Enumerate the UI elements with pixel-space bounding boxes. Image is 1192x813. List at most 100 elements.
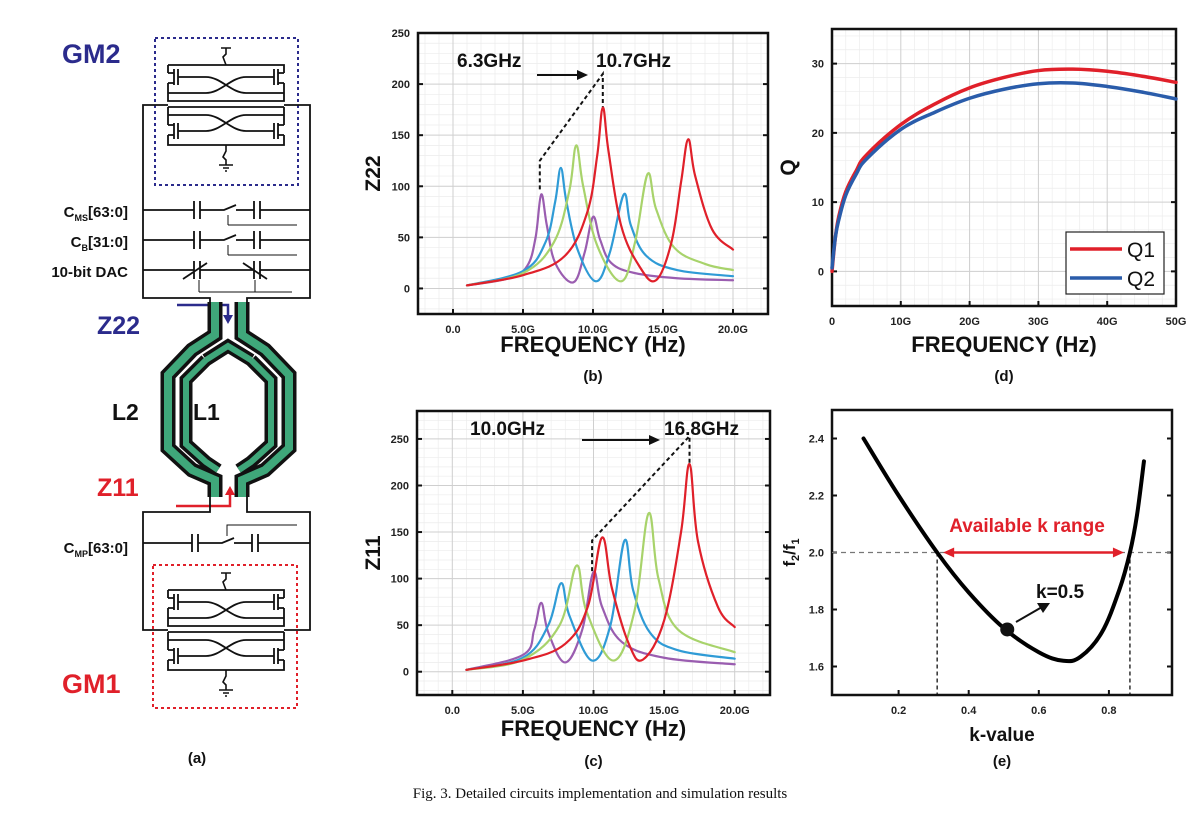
series-line-2	[830, 80, 1178, 270]
z11-arrow	[176, 494, 232, 508]
inductor-coils	[160, 302, 297, 497]
gm1-label: GM1	[62, 669, 121, 699]
y-tick-label: 50	[397, 620, 409, 632]
y-tick-label: 0	[404, 283, 410, 295]
y-tick-label: 250	[392, 28, 410, 40]
cb-label: CB[31:0]	[71, 234, 128, 253]
x-tick-label: 30G	[1028, 316, 1049, 328]
x-tick-label: 5.0G	[511, 705, 535, 717]
y-tick-label: 150	[392, 130, 410, 142]
y-tick-label: 200	[392, 79, 410, 91]
x-tick-label: 10.0G	[579, 705, 609, 717]
x-tick-label: 15.0G	[648, 324, 678, 336]
series-line-1	[465, 193, 735, 287]
gm1-cross-coupled-pair	[167, 572, 285, 697]
l1-label: L1	[193, 399, 220, 425]
legend-box	[1065, 231, 1165, 295]
gm2-label: GM2	[62, 39, 121, 69]
y-tick-label: 150	[391, 527, 409, 539]
chart-k-value: 0.2 0.4 0.6 0.8 1.6 1.8 2.0 2.2 2.4 k=0.5 Availabl…	[780, 408, 1174, 770]
x-tick-label: 20.0G	[720, 705, 750, 717]
x-axis-label: FREQUENCY (Hz)	[500, 332, 685, 357]
gm2-cross-coupled-pair	[167, 47, 285, 172]
y-tick-label: 20	[812, 128, 824, 140]
z11-arrowhead	[225, 486, 235, 495]
z22-arrowhead	[223, 315, 233, 324]
y-tick-label: 2.2	[809, 491, 824, 503]
x-axis-label: FREQUENCY (Hz)	[911, 332, 1096, 357]
cap-bank-rows	[143, 201, 310, 293]
series-line-2	[465, 538, 736, 671]
x-tick-label: 0.0	[445, 324, 460, 336]
peak-shift-guide	[538, 70, 604, 190]
cmp-cap-row	[143, 524, 310, 552]
x-tick-label: 0	[829, 316, 835, 328]
chart-z22: 0.0 5.0G 10.0G 15.0G 20.0G 0 50 100 150 200 250 6.3…	[362, 28, 770, 385]
y-tick-label: 50	[398, 232, 410, 244]
plot-frame	[830, 27, 1178, 308]
x-tick-label: 5.0G	[511, 324, 535, 336]
panel-label: (c)	[584, 753, 602, 770]
y-tick-label: 200	[391, 480, 409, 492]
x-tick-label: 20G	[959, 316, 980, 328]
k-marker-arrow	[1015, 606, 1043, 623]
panel-label: (b)	[583, 368, 602, 385]
cmp-label: CMP[63:0]	[64, 540, 128, 559]
annotation-end-freq: 10.7GHz	[596, 51, 671, 72]
y-tick-label: 10	[812, 197, 824, 209]
range-arrowhead-left	[943, 547, 955, 558]
l2-label: L2	[112, 399, 139, 425]
y-tick-label: 1.6	[809, 662, 824, 674]
x-tick-label: 0.2	[891, 705, 906, 717]
figure-caption: Fig. 3. Detailed circuits implementation…	[413, 786, 788, 802]
y-tick-label: 0	[403, 667, 409, 679]
series-line-3	[465, 512, 736, 671]
z22-arrow	[177, 303, 230, 316]
range-label: Available k range	[949, 516, 1105, 537]
y-axis-label-subscript: 1	[790, 538, 802, 544]
x-tick-label: 0.8	[1101, 705, 1116, 717]
legend-label-Q1: Q1	[1127, 239, 1155, 262]
x-axis-label: FREQUENCY (Hz)	[501, 716, 686, 741]
legend-label-Q2: Q2	[1127, 268, 1155, 291]
y-tick-label: 2.0	[809, 548, 824, 560]
x-tick-label: 0.6	[1031, 705, 1046, 717]
y-tick-label: 100	[392, 181, 410, 193]
circuit-schematic: GM2 CMS[63:0] CB[31:0] 10-bit DAC Z22 L2	[51, 37, 311, 767]
y-axis-label: Z22	[362, 155, 385, 191]
z22-label: Z22	[97, 312, 140, 340]
series-line-1	[861, 436, 1146, 664]
y-axis-label: Z11	[362, 535, 385, 570]
y-tick-label: 30	[812, 59, 824, 71]
z11-label: Z11	[97, 474, 139, 502]
k-marker-label: k=0.5	[1036, 582, 1085, 603]
series-line-2	[465, 166, 735, 287]
chart-q: 0 10G 20G 30G 40G 50G 0 10 20 30 Q1 Q2 FREQUENCY (Hz…	[777, 27, 1187, 385]
panel-label-a: (a)	[188, 750, 206, 767]
x-tick-label: 10G	[890, 316, 911, 328]
annotation-end-freq: 16.8GHz	[664, 419, 739, 440]
x-tick-label: 20.0G	[718, 324, 748, 336]
gm2-box	[154, 37, 299, 186]
y-tick-label: 1.8	[809, 605, 824, 617]
y-tick-label: 2.4	[809, 434, 825, 446]
y-tick-label: 100	[391, 574, 409, 586]
x-tick-label: 15.0G	[649, 705, 679, 717]
panel-label: (d)	[994, 368, 1013, 385]
x-tick-label: 0.4	[961, 705, 977, 717]
chart-z11: 0.0 5.0G 10.0G 15.0G 20.0G 0 50 100 150 200 250 10.…	[362, 409, 772, 770]
annotation-start-freq: 10.0GHz	[470, 419, 545, 440]
x-axis-label: k-value	[969, 725, 1034, 746]
y-axis-label: Q	[777, 159, 800, 175]
shift-arrowhead	[577, 70, 588, 80]
y-axis-label: f2/f1	[780, 538, 802, 566]
cms-label: CMS[63:0]	[64, 204, 128, 223]
range-arrowhead-right	[1112, 547, 1124, 558]
x-tick-label: 50G	[1166, 316, 1187, 328]
annotation-start-freq: 6.3GHz	[457, 51, 521, 72]
series-line-4	[465, 106, 735, 287]
k-marker-dot	[1000, 622, 1015, 637]
shift-arrowhead	[649, 435, 660, 445]
panel-label: (e)	[993, 753, 1011, 770]
